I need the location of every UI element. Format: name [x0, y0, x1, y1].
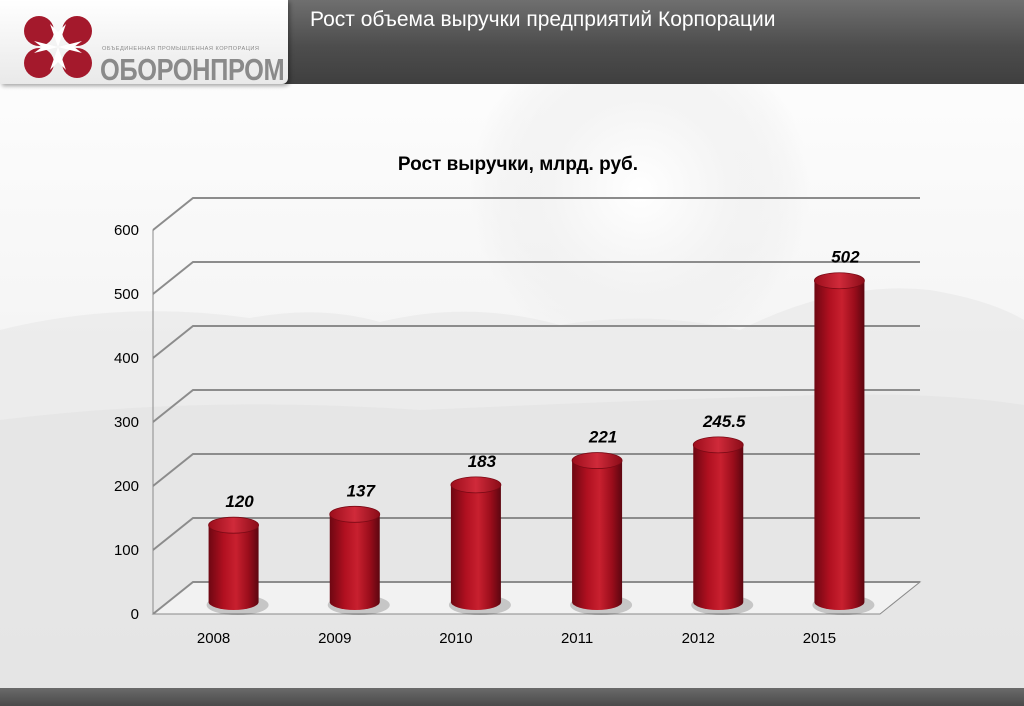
- gridline: [152, 517, 920, 551]
- slide-title: Рост объема выручки предприятий Корпорац…: [310, 8, 776, 31]
- bar-top: [571, 452, 623, 469]
- bar-top: [450, 476, 502, 494]
- gridline: [152, 453, 920, 487]
- bar: [206, 516, 269, 615]
- bar-body: [814, 280, 865, 610]
- bar: [691, 436, 754, 615]
- data-label: 137: [347, 481, 377, 500]
- footer-bar: [0, 688, 1024, 706]
- header-bar: ОБЪЕДИНЕННАЯ ПРОМЫШЛЕННАЯ КОРПОРАЦИЯ ОБО…: [0, 0, 1024, 87]
- bar: [448, 476, 511, 615]
- logo-tagline: ОБЪЕДИНЕННАЯ ПРОМЫШЛЕННАЯ КОРПОРАЦИЯ: [102, 46, 260, 52]
- logo-name: ОБОРОНПРОМ: [100, 52, 285, 87]
- y-tick-label: 500: [114, 286, 139, 303]
- x-tick-label: 2011: [561, 630, 593, 647]
- gridline: [152, 261, 920, 295]
- bar-top: [692, 436, 744, 454]
- gridline: [152, 325, 920, 359]
- bar-top: [208, 516, 259, 534]
- x-tick-label: 2015: [803, 630, 836, 647]
- x-tick-label: 2012: [682, 630, 715, 647]
- bar-body: [693, 444, 744, 610]
- y-tick-label: 100: [114, 542, 139, 559]
- data-label: 120: [225, 492, 254, 511]
- bar: [327, 505, 390, 615]
- x-tick-label: 2008: [197, 630, 230, 647]
- bar-top: [814, 272, 865, 290]
- y-tick-label: 300: [114, 414, 139, 431]
- y-tick-label: 400: [114, 350, 139, 367]
- bar-top: [329, 505, 381, 523]
- y-tick-label: 0: [131, 606, 139, 623]
- y-tick-label: 200: [114, 478, 139, 495]
- bar-body: [208, 525, 259, 610]
- company-logo: ОБЪЕДИНЕННАЯ ПРОМЫШЛЕННАЯ КОРПОРАЦИЯ ОБО…: [0, 0, 288, 87]
- bar: [812, 272, 875, 615]
- gridline: [152, 581, 920, 615]
- oboronprom-emblem-icon: [24, 16, 92, 78]
- x-tick-label: 2009: [318, 630, 351, 647]
- chart-bars: [206, 272, 875, 615]
- data-label: 221: [588, 428, 617, 447]
- bar-body: [572, 460, 623, 610]
- x-tick-label: 2010: [439, 630, 472, 647]
- bar: [570, 452, 633, 615]
- gridline: [152, 389, 920, 423]
- bar-body: [450, 484, 501, 610]
- revenue-bar-chart: Рост выручки, млрд. руб. 0 100 200 300 400 50…: [0, 84, 1024, 688]
- gridline: [152, 197, 920, 231]
- chart-title: Рост выручки, млрд. руб.: [398, 154, 638, 175]
- data-label: 183: [468, 452, 497, 471]
- bar-body: [329, 514, 380, 610]
- data-label: 245.5: [702, 412, 746, 431]
- data-label: 502: [831, 248, 860, 267]
- y-tick-label: 600: [114, 222, 139, 239]
- chart-labels: 120 2008 137 2009 183 2010 221 2011 245.5 2012 502…: [197, 248, 860, 647]
- chart-floor: [151, 581, 922, 615]
